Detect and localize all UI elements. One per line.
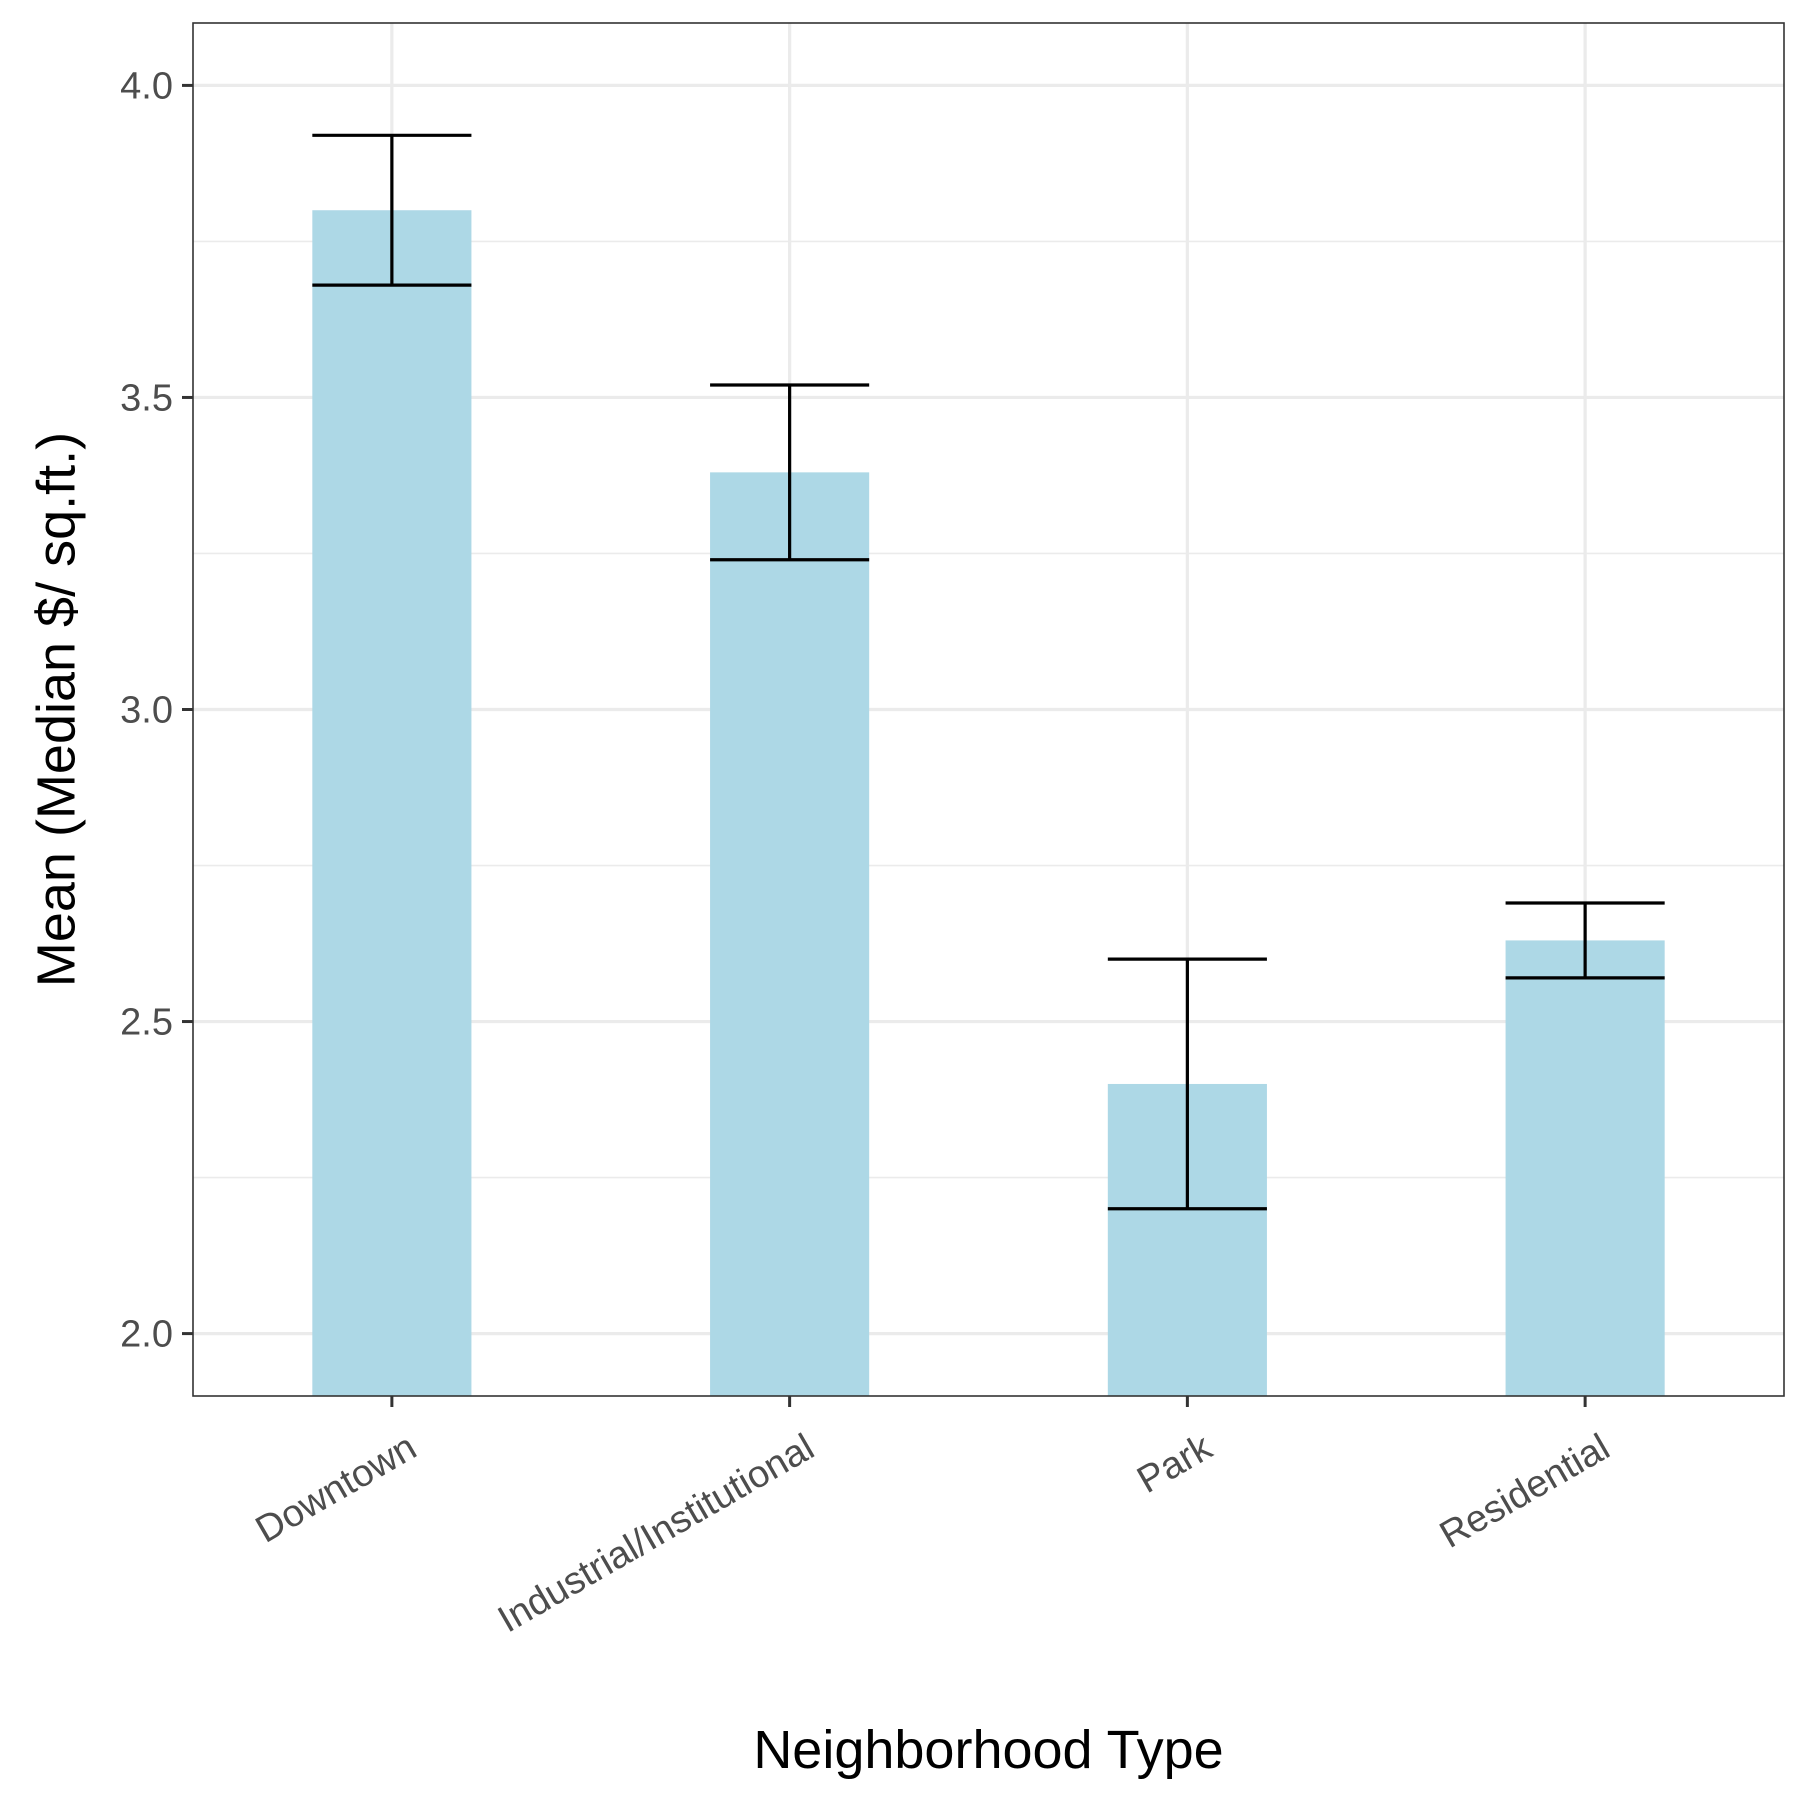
x-axis-title: Neighborhood Type	[753, 1720, 1223, 1780]
y-tick-label: 2.0	[120, 1314, 173, 1356]
error-bar	[1107, 957, 1267, 1211]
x-tick-label: Industrial/Institutional	[491, 1426, 821, 1641]
y-tick-label: 4.0	[120, 65, 173, 107]
y-tick-label: 3.0	[120, 690, 173, 732]
y-tick-label: 2.5	[120, 1002, 173, 1044]
y-axis-title: Mean (Median $/ sq.ft.)	[26, 432, 86, 987]
error-bars	[312, 133, 1665, 1211]
x-tick-label: Downtown	[249, 1426, 424, 1551]
error-bar	[312, 133, 472, 287]
error-bar	[710, 383, 870, 562]
bars	[312, 210, 1665, 1396]
error-bar	[1505, 901, 1665, 980]
bar	[1505, 940, 1665, 1396]
bar	[312, 210, 472, 1396]
y-tick-label: 3.5	[120, 377, 173, 419]
x-tick-label: Residential	[1433, 1426, 1617, 1556]
bar	[710, 472, 870, 1396]
x-tick-label: Park	[1130, 1426, 1220, 1502]
